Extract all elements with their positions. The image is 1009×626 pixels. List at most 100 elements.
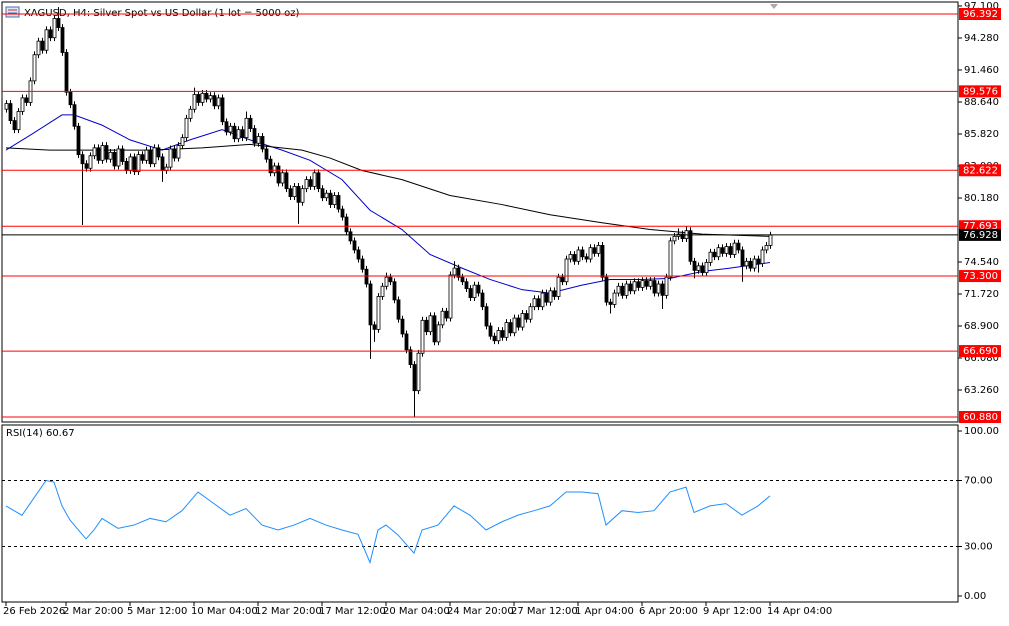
candle-body bbox=[496, 330, 501, 342]
candle-body bbox=[460, 276, 465, 283]
candle-body bbox=[272, 165, 277, 174]
x-tick-label: 1 Apr 04:00 bbox=[575, 606, 634, 617]
candle-body bbox=[588, 247, 593, 260]
x-tick-label: 26 Feb 2026 bbox=[3, 606, 65, 617]
candle-body bbox=[148, 149, 153, 165]
level-label: 89.576 bbox=[963, 86, 998, 97]
candle-body bbox=[548, 290, 553, 303]
candle-body bbox=[248, 117, 253, 129]
candle-body bbox=[568, 254, 573, 260]
candle-body bbox=[688, 230, 693, 262]
candle-body bbox=[480, 292, 485, 308]
current-price-label: 76.928 bbox=[963, 230, 998, 241]
candle-body bbox=[196, 94, 201, 103]
candle-body bbox=[320, 188, 325, 199]
y-tick-label: 70.00 bbox=[964, 476, 993, 487]
candle-body bbox=[392, 281, 397, 301]
candle-body bbox=[416, 352, 421, 392]
candle-body bbox=[748, 260, 753, 269]
candle-body bbox=[292, 186, 297, 198]
candle-body bbox=[264, 148, 269, 160]
candle-body bbox=[368, 283, 373, 326]
candle-body bbox=[4, 103, 9, 110]
candle-body bbox=[740, 249, 745, 267]
x-tick-label: 12 Mar 20:00 bbox=[255, 606, 322, 617]
candle-body bbox=[432, 315, 437, 343]
candle-body bbox=[624, 283, 629, 296]
candle-body bbox=[396, 299, 401, 320]
candle-body bbox=[16, 111, 21, 131]
candle-body bbox=[660, 283, 665, 296]
candle-body bbox=[692, 260, 697, 271]
candle-body bbox=[436, 324, 441, 343]
candle-body bbox=[504, 322, 509, 338]
candle-body bbox=[532, 298, 537, 308]
candle-body bbox=[228, 125, 233, 133]
y-tick-label: 63.260 bbox=[964, 385, 999, 396]
candle-body bbox=[44, 29, 49, 51]
y-tick-label: 94.280 bbox=[964, 33, 999, 44]
candle-body bbox=[268, 158, 273, 174]
candle-body bbox=[648, 280, 653, 287]
candle-body bbox=[168, 148, 173, 168]
candle-body bbox=[8, 103, 13, 121]
main-pane bbox=[1, 1, 959, 423]
candle-body bbox=[176, 145, 181, 159]
candle-body bbox=[384, 276, 389, 287]
candle-body bbox=[644, 280, 649, 287]
candle-body bbox=[120, 148, 125, 162]
candle-body bbox=[404, 333, 409, 351]
candle-body bbox=[108, 151, 113, 160]
candle-body bbox=[600, 245, 605, 278]
candle-body bbox=[136, 154, 141, 173]
candle-body bbox=[252, 128, 257, 144]
candle-body bbox=[128, 156, 133, 171]
candle-body bbox=[448, 274, 453, 319]
candle-body bbox=[372, 324, 377, 330]
y-tick-label: 97.100 bbox=[964, 1, 999, 12]
candle-body bbox=[112, 151, 117, 167]
candle-body bbox=[312, 172, 317, 187]
candle-body bbox=[240, 129, 245, 139]
candle-body bbox=[408, 349, 413, 365]
y-tick-label: 0.00 bbox=[964, 591, 986, 602]
moving-average bbox=[5, 114, 771, 294]
candle-body bbox=[260, 136, 265, 150]
y-tick-label: 66.080 bbox=[964, 353, 999, 364]
level-box bbox=[959, 164, 1001, 177]
candle-body bbox=[76, 125, 81, 156]
candle-body bbox=[572, 254, 577, 262]
candle-body bbox=[716, 247, 721, 258]
candle-body bbox=[184, 117, 189, 139]
level-label: 73.300 bbox=[963, 271, 998, 282]
candle-body bbox=[308, 179, 313, 187]
candle-body bbox=[616, 285, 621, 294]
candle-body bbox=[536, 298, 541, 308]
candle-body bbox=[284, 172, 289, 190]
chart-header: XAGUSD, H4: Silver Spot vs US Dollar (1 … bbox=[24, 8, 300, 19]
candle-body bbox=[760, 249, 765, 264]
y-tick-label: 100.00 bbox=[964, 426, 999, 437]
candle-body bbox=[80, 154, 85, 165]
candle-body bbox=[328, 192, 333, 205]
candle-body bbox=[12, 120, 17, 131]
candle-body bbox=[24, 97, 29, 103]
y-tick-label: 68.900 bbox=[964, 321, 999, 332]
candle-body bbox=[36, 40, 41, 56]
candle-body bbox=[68, 91, 73, 106]
candle-body bbox=[188, 108, 193, 119]
candle-body bbox=[52, 18, 57, 39]
candle-body bbox=[736, 242, 741, 251]
candle-body bbox=[400, 318, 405, 335]
candle-body bbox=[428, 315, 433, 333]
candle-body bbox=[156, 147, 161, 158]
candle-body bbox=[724, 246, 729, 254]
candle-body bbox=[700, 265, 705, 274]
candle-body bbox=[40, 40, 45, 51]
candle-body bbox=[204, 92, 209, 100]
candle-body bbox=[304, 179, 309, 190]
candle-body bbox=[464, 281, 469, 289]
x-tick-label: 5 Mar 12:00 bbox=[127, 606, 187, 617]
candle-body bbox=[232, 125, 237, 140]
